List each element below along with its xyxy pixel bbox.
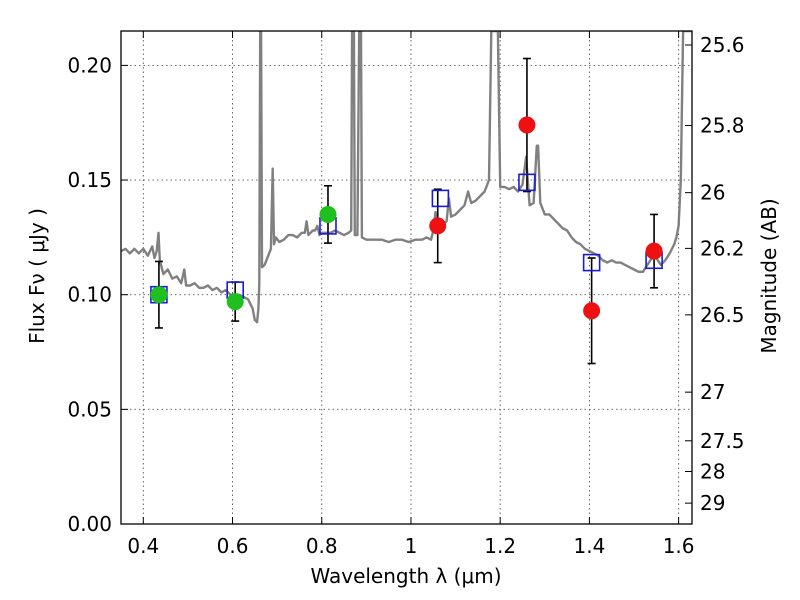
model-flux-square bbox=[431, 189, 450, 208]
y2-tick-label: 26.2 bbox=[700, 236, 745, 260]
observed-flux-point bbox=[583, 302, 601, 320]
y-axis-label: Flux Fν ( μJy ) bbox=[25, 208, 49, 344]
data-markers bbox=[150, 57, 663, 365]
observed-flux-point bbox=[518, 116, 536, 134]
observed-flux-point bbox=[226, 293, 244, 311]
observed-flux-point bbox=[150, 286, 168, 304]
axis-ticks bbox=[121, 31, 692, 525]
observed-flux-point bbox=[319, 205, 337, 223]
y-tick-label: 0.20 bbox=[67, 53, 112, 77]
axis-tick-labels: 0.4 0.6 0.8 1 1.2 1.4 1.6 0.00 0.05 0.10 0.15 0.20 2… bbox=[67, 33, 744, 558]
x-tick-label: 0.6 bbox=[217, 534, 249, 558]
observed-flux-point bbox=[429, 217, 447, 235]
x-tick-label: 1.4 bbox=[573, 534, 605, 558]
y-tick-label: 0.10 bbox=[67, 283, 112, 307]
y2-tick-label: 26 bbox=[700, 181, 725, 205]
y-tick-label: 0.00 bbox=[67, 512, 112, 536]
y2-tick-label: 25.6 bbox=[700, 33, 745, 57]
plot-frame bbox=[120, 30, 693, 525]
model-spectrum bbox=[121, 31, 692, 324]
model-flux-square bbox=[518, 173, 536, 192]
y2-axis-label: Magnitude (AB) bbox=[757, 198, 781, 353]
x-tick-label: 1 bbox=[405, 534, 418, 558]
y2-tick-label: 29 bbox=[700, 491, 725, 515]
y2-tick-label: 25.8 bbox=[700, 113, 745, 137]
x-axis-label: Wavelength λ (μm) bbox=[310, 564, 501, 588]
model-flux-square bbox=[582, 253, 601, 272]
x-tick-label: 0.8 bbox=[306, 534, 338, 558]
x-tick-label: 0.4 bbox=[127, 534, 159, 558]
y2-tick-label: 28 bbox=[700, 459, 725, 483]
y-tick-label: 0.15 bbox=[67, 168, 112, 192]
observed-flux-point bbox=[645, 242, 663, 260]
y2-tick-label: 27 bbox=[700, 380, 725, 404]
x-tick-label: 1.6 bbox=[663, 534, 695, 558]
y2-tick-label: 27.5 bbox=[700, 429, 745, 453]
y-tick-label: 0.05 bbox=[67, 397, 112, 421]
grid bbox=[121, 31, 692, 525]
model-spectrum-line bbox=[121, 31, 692, 324]
y2-tick-label: 26.5 bbox=[700, 303, 745, 327]
x-tick-label: 1.2 bbox=[484, 534, 516, 558]
